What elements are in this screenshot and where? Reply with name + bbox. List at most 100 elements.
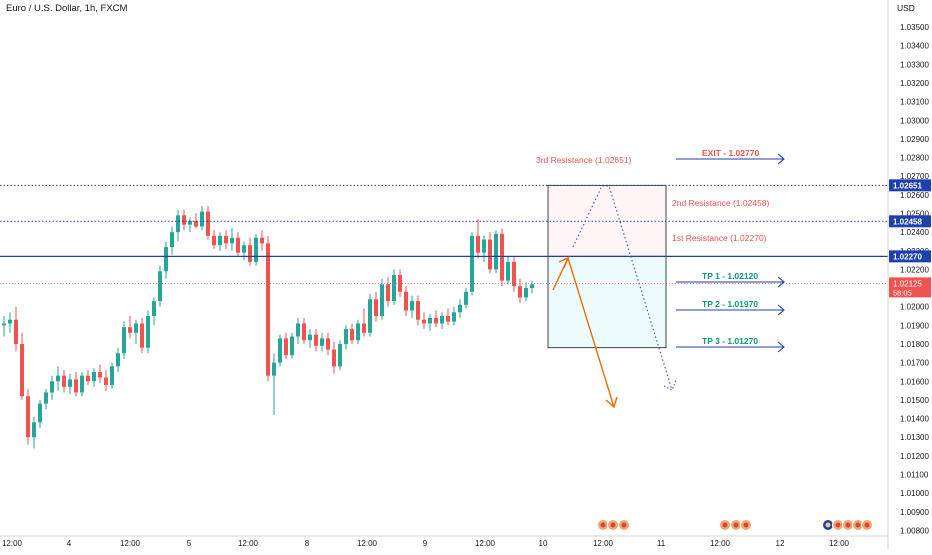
level-price-tag xyxy=(889,179,931,192)
candle-body xyxy=(278,338,282,363)
candle-body xyxy=(434,317,438,324)
event-flag-dot xyxy=(722,522,728,528)
candle-body xyxy=(176,215,180,233)
candle-body xyxy=(470,235,474,292)
take-profit-label: TP 1 - 1.02120 xyxy=(702,271,758,281)
candle-body xyxy=(140,323,144,348)
candle-body xyxy=(158,271,162,302)
resistance-label: 1st Resistance (1.02270) xyxy=(672,233,767,243)
y-tick-label: 1.01100 xyxy=(900,470,929,479)
candle-body xyxy=(302,323,306,341)
candle-body xyxy=(356,323,360,341)
y-tick-label: 1.03200 xyxy=(900,79,929,88)
x-tick-label: 4 xyxy=(67,539,72,548)
y-tick-label: 1.00900 xyxy=(900,508,929,517)
take-profit-label: TP 3 - 1.01270 xyxy=(702,336,758,346)
candle-body xyxy=(362,323,366,333)
candle-body xyxy=(212,235,216,246)
y-tick-label: 1.01000 xyxy=(900,489,929,498)
candle-body xyxy=(308,334,312,341)
y-tick-label: 1.01600 xyxy=(900,377,929,386)
level-price-value: 1.02458 xyxy=(893,217,922,226)
y-tick-label: 1.02700 xyxy=(900,172,929,181)
candle-body xyxy=(146,316,150,348)
candle-body xyxy=(350,329,354,341)
x-tick-label: 5 xyxy=(187,539,192,548)
candle-body xyxy=(122,327,126,354)
x-tick-label: 12:00 xyxy=(710,539,731,548)
y-tick-label: 1.02900 xyxy=(900,135,929,144)
candle-body xyxy=(194,220,198,227)
candle-body xyxy=(458,304,462,313)
exit-label: EXIT - 1.02770 xyxy=(702,148,759,158)
candle-body xyxy=(182,215,186,225)
candle-body xyxy=(428,317,432,324)
level-price-tag xyxy=(889,215,931,228)
target-arrow-head xyxy=(777,276,785,288)
y-tick-label: 1.00800 xyxy=(900,526,929,535)
candle-body xyxy=(272,362,276,376)
y-tick-label: 1.03100 xyxy=(900,98,929,107)
y-tick-label: 1.01700 xyxy=(900,359,929,368)
y-tick-label: 1.02200 xyxy=(900,265,929,274)
candle-body xyxy=(104,377,108,385)
x-tick-label: 11 xyxy=(657,539,666,548)
candle-body xyxy=(296,323,300,337)
event-flag-dot xyxy=(864,522,870,528)
projection-arrowhead xyxy=(558,256,570,269)
candle-body xyxy=(260,237,264,244)
resistance-label: 3rd Resistance (1.02651) xyxy=(536,155,632,165)
symbol-title: Euro / U.S. Dollar, 1h, FXCM xyxy=(6,3,128,14)
x-tick-label: 12 xyxy=(776,539,785,548)
projection-arrowhead xyxy=(605,396,618,409)
target-arrow-head xyxy=(777,341,785,353)
candle-body xyxy=(152,301,156,317)
last-price-tag xyxy=(889,277,931,298)
x-tick-label: 12:00 xyxy=(238,539,259,548)
candle-body xyxy=(386,284,390,302)
level-price-value: 1.02270 xyxy=(893,252,922,261)
candle-body xyxy=(464,291,468,305)
candle-body xyxy=(164,247,168,272)
candle-body xyxy=(326,338,330,350)
candle-body xyxy=(446,316,450,322)
last-price-value: 1.02125 xyxy=(893,279,922,288)
candle-body xyxy=(518,286,522,298)
x-tick-label: 12:00 xyxy=(357,539,378,548)
candle-body xyxy=(62,375,66,387)
candle-body xyxy=(494,233,498,270)
event-flag-dot xyxy=(621,522,627,528)
candle-body xyxy=(86,375,90,382)
event-flag-dot xyxy=(825,522,831,528)
bar-countdown: 58:05 xyxy=(893,288,912,297)
candle-body xyxy=(56,375,60,382)
event-flag-dot xyxy=(733,522,739,528)
candle-body xyxy=(314,334,318,346)
candle-body xyxy=(368,299,372,333)
candle-body xyxy=(14,319,18,344)
y-tick-label: 1.01500 xyxy=(900,396,929,405)
y-tick-label: 1.01800 xyxy=(900,340,929,349)
candle-body xyxy=(230,237,234,244)
candle-body xyxy=(284,338,288,356)
candle-body xyxy=(344,329,348,344)
candle-body xyxy=(92,371,96,382)
candle-body xyxy=(290,336,294,356)
x-tick-label: 12:00 xyxy=(829,539,850,548)
candle-body xyxy=(332,349,336,367)
candle-body xyxy=(488,239,492,270)
candle-body xyxy=(80,375,84,393)
candle-body xyxy=(530,284,534,289)
candle-body xyxy=(236,237,240,253)
candle-body xyxy=(320,338,324,346)
candle-body xyxy=(338,343,342,367)
x-tick-label: 12:00 xyxy=(120,539,141,548)
candle-body xyxy=(110,366,114,385)
y-tick-label: 1.03400 xyxy=(900,42,929,51)
level-price-tag xyxy=(889,250,931,263)
resistance-label: 2nd Resistance (1.02458) xyxy=(672,198,770,208)
candle-body xyxy=(422,319,426,324)
candle-body xyxy=(32,422,36,438)
